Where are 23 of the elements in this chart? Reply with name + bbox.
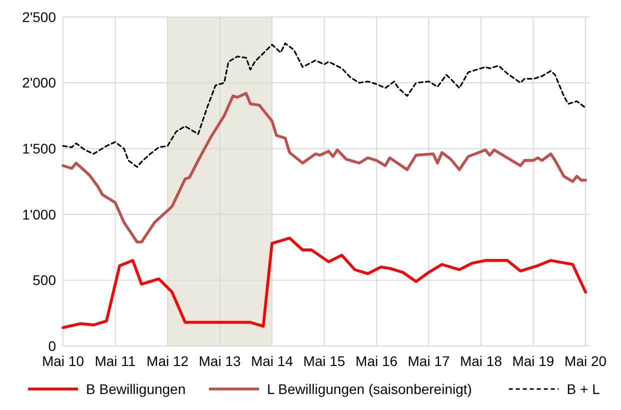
line-series <box>62 92 587 244</box>
x-tick-label: Mai 15 <box>303 353 346 369</box>
x-tick-label: Mai 17 <box>408 353 450 369</box>
x-tick-label: Mai 16 <box>356 353 398 369</box>
y-tick-label: 500 <box>32 272 56 288</box>
legend-label: L Bewilligungen (saisonbereinigt) <box>267 381 472 397</box>
x-tick-label: Mai 14 <box>250 353 294 369</box>
x-tick-label: Mai 12 <box>146 353 189 369</box>
y-tick-label: 2'000 <box>22 74 56 91</box>
x-tick-label: Mai 18 <box>460 353 502 369</box>
legend-label: B + L <box>566 381 600 397</box>
x-tick-label: Mai 10 <box>42 353 84 369</box>
legend-label: B Bewilligungen <box>86 381 186 397</box>
x-tick-label: Mai 13 <box>198 353 242 369</box>
y-tick-label: 0 <box>48 338 56 354</box>
y-tick-label: 1'000 <box>22 206 56 222</box>
x-tick-label: Mai 19 <box>512 353 554 369</box>
y-tick-label: 1'500 <box>22 140 56 156</box>
line-series <box>62 42 586 168</box>
x-tick-label: Mai 11 <box>94 353 136 369</box>
line-series <box>62 236 587 329</box>
x-tick-label: Mai 20 <box>564 353 607 369</box>
y-tick-label: 2'500 <box>22 8 56 25</box>
